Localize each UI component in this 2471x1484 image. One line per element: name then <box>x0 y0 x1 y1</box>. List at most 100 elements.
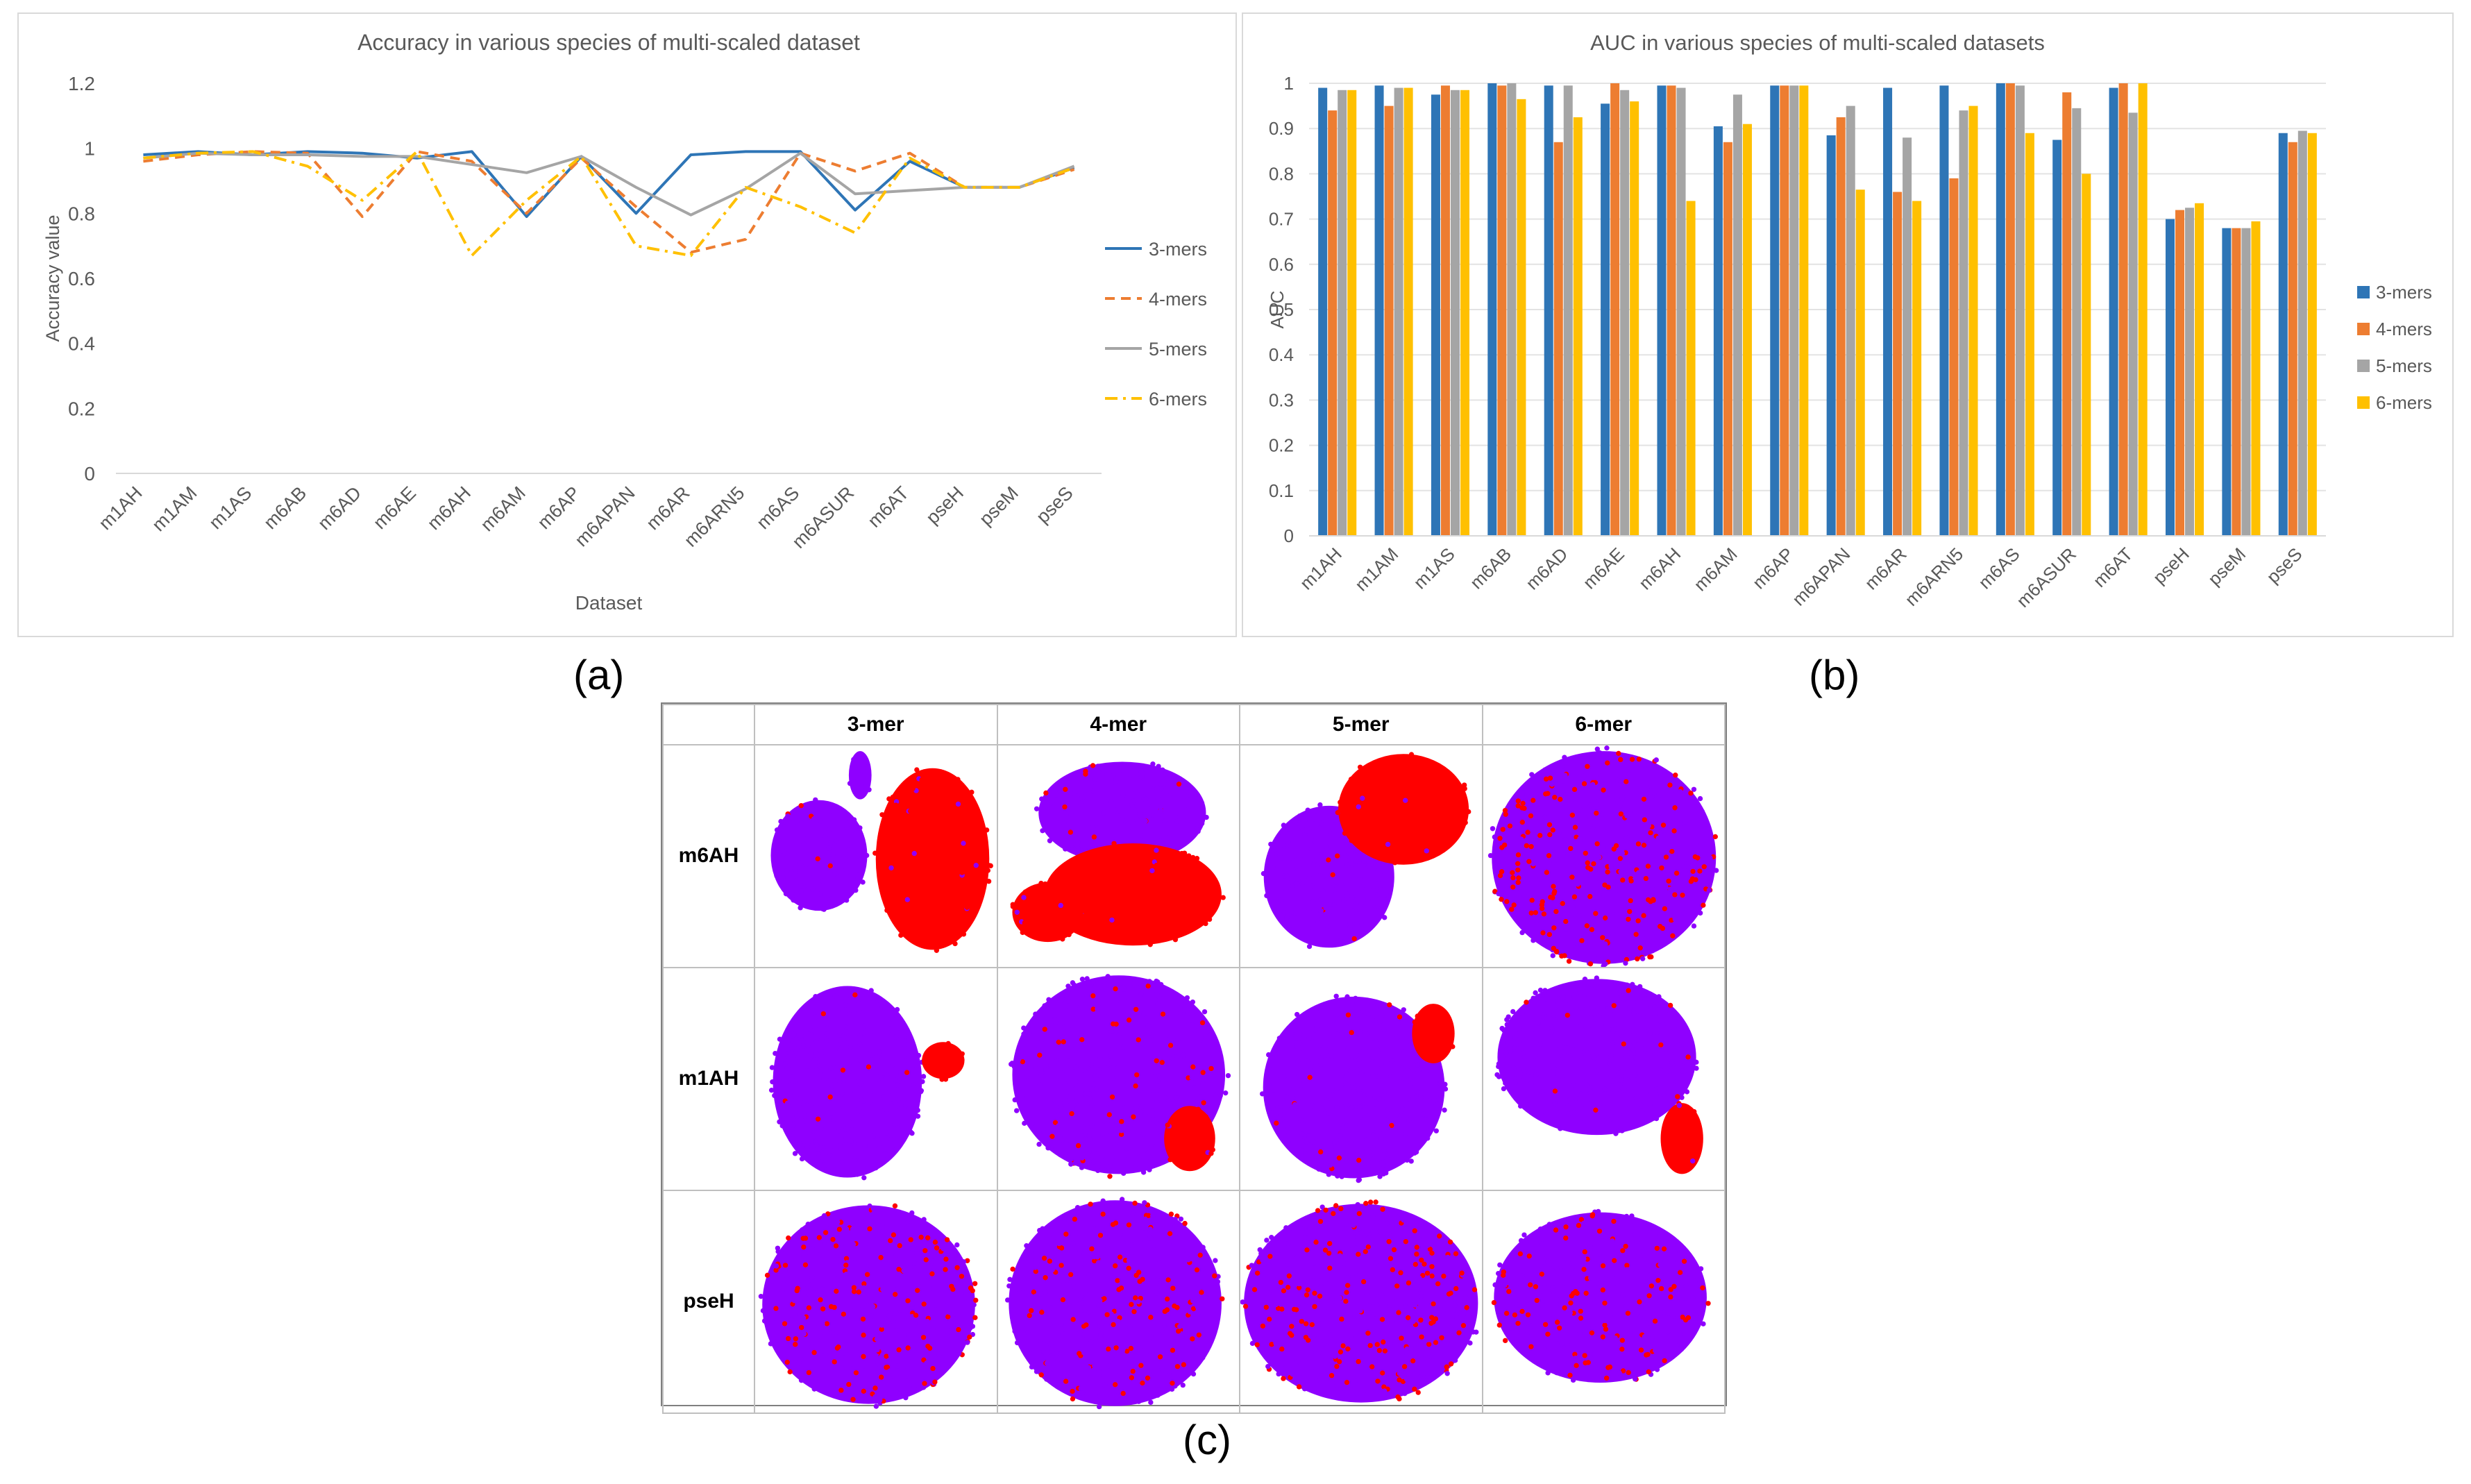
tsne-point <box>1548 1261 1553 1267</box>
tsne-point <box>1410 1254 1416 1260</box>
tsne-point <box>915 934 920 940</box>
bar-5-mers <box>1507 83 1517 536</box>
tsne-point <box>882 1005 888 1011</box>
tsne-point <box>1371 866 1377 871</box>
tsne-point <box>1302 1385 1308 1392</box>
tsne-point <box>1174 1049 1179 1055</box>
tsne-point <box>1349 1029 1354 1036</box>
bar-3-mers <box>2165 219 2175 536</box>
tsne-point <box>946 872 952 878</box>
tsne-point <box>1339 1073 1344 1079</box>
tsne-point <box>1445 1297 1451 1304</box>
tsne-point <box>1659 1000 1664 1005</box>
tsne-point <box>1078 1083 1083 1088</box>
tsne-point <box>1528 843 1534 850</box>
tsne-point <box>1276 861 1282 868</box>
tsne-point <box>1312 838 1317 844</box>
tsne-point <box>1270 865 1276 870</box>
tsne-point <box>1379 1155 1385 1161</box>
tsne-point <box>1154 1290 1160 1296</box>
tsne-point <box>1542 1322 1548 1327</box>
tsne-point <box>1610 931 1616 937</box>
tsne-point <box>1278 1279 1284 1285</box>
tsne-point <box>1052 1043 1058 1049</box>
tsne-point <box>1308 1350 1314 1356</box>
tsne-point <box>856 1289 861 1295</box>
tsne-point <box>1282 1119 1288 1124</box>
tsne-point <box>1326 863 1331 869</box>
tsne-point <box>1546 1351 1552 1356</box>
tsne-point <box>944 1237 950 1242</box>
tsne-point <box>1367 1342 1373 1348</box>
tsne-point <box>1165 775 1170 781</box>
tsne-point <box>929 1062 934 1068</box>
tsne-point <box>1549 1025 1554 1030</box>
tsne-point <box>1393 821 1399 827</box>
tsne-point <box>1127 1324 1133 1330</box>
tsne-point <box>1116 938 1122 943</box>
tsne-point <box>813 797 818 803</box>
tsne-point <box>1624 1091 1630 1097</box>
tsne-point <box>1137 1238 1142 1244</box>
tsne-point <box>1392 844 1397 850</box>
tsne-point <box>1198 1290 1204 1295</box>
tsne-point <box>1571 999 1577 1004</box>
tsne-point <box>1537 1226 1543 1232</box>
tsne-point <box>1580 1256 1587 1262</box>
tsne-point <box>1174 914 1180 920</box>
tsne-point <box>1552 1100 1558 1106</box>
tsne-point <box>917 902 922 908</box>
tsne-point <box>966 861 972 866</box>
tsne-point <box>873 1165 879 1171</box>
tsne-point <box>1113 1220 1118 1226</box>
tsne-point <box>911 797 918 802</box>
tsne-point <box>1638 1347 1644 1353</box>
x-tick-label: m6AM <box>477 482 530 535</box>
tsne-point <box>836 1129 841 1134</box>
tsne-point <box>1045 1055 1051 1061</box>
tsne-point <box>1336 879 1342 884</box>
tsne-point <box>1161 818 1167 825</box>
tsne-point <box>890 794 896 800</box>
tsne-point <box>984 827 990 833</box>
tsne-point <box>1149 1116 1155 1122</box>
tsne-point <box>1518 1238 1524 1243</box>
tsne-point <box>1356 804 1361 810</box>
tsne-point <box>1188 1352 1195 1358</box>
tsne-point <box>1020 1031 1027 1037</box>
tsne-point <box>797 860 803 866</box>
tsne-point <box>1358 1071 1365 1077</box>
tsne-point <box>1539 1271 1544 1277</box>
tsne-point <box>1064 1138 1070 1143</box>
tsne-point <box>1108 859 1113 864</box>
tsne-point <box>1619 850 1625 856</box>
tsne-point <box>1594 975 1599 981</box>
tsne-point <box>793 891 800 897</box>
tsne-point <box>1108 917 1115 923</box>
tsne-point <box>1498 897 1504 902</box>
tsne-point <box>1418 1317 1424 1323</box>
tsne-point <box>790 1102 795 1108</box>
tsne-point <box>1613 843 1619 849</box>
tsne-point <box>1279 916 1285 922</box>
tsne-point <box>1519 849 1524 855</box>
tsne-point <box>1399 1350 1405 1356</box>
tsne-point <box>1649 939 1655 945</box>
tsne-point <box>1159 767 1165 773</box>
tsne-point <box>1562 1280 1567 1285</box>
tsne-point <box>1138 1310 1145 1317</box>
tsne-cluster <box>770 800 868 911</box>
tsne-point <box>1395 802 1401 808</box>
tsne-point <box>1589 1004 1594 1010</box>
tsne-point <box>1520 785 1526 791</box>
tsne-point <box>1499 891 1506 897</box>
tsne-point <box>1072 1064 1079 1070</box>
x-tick-label: pseH <box>922 482 968 528</box>
tsne-point <box>1382 1388 1388 1394</box>
tsne-point <box>902 1045 907 1051</box>
tsne-point <box>818 891 823 897</box>
tsne-point <box>845 1118 852 1123</box>
tsne-point <box>1280 855 1285 861</box>
tsne-point <box>1079 907 1086 913</box>
tsne-point <box>1386 894 1392 900</box>
